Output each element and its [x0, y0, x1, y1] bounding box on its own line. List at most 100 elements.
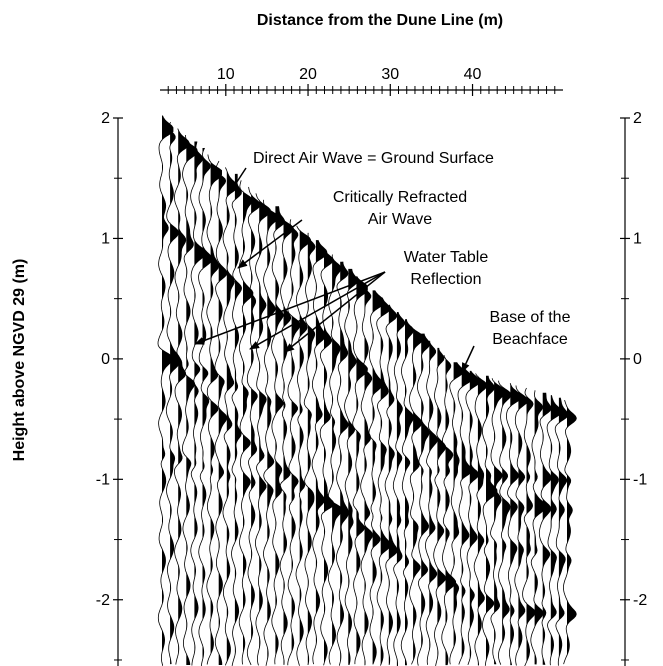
- annotation: Air Wave: [368, 211, 432, 228]
- trace-fill: [461, 368, 473, 665]
- trace: [311, 239, 328, 665]
- trace: [263, 199, 279, 666]
- trace: [457, 368, 474, 665]
- y-axis-label: Height above NGVD 29 (m): [11, 259, 28, 462]
- trace-fill: [259, 193, 271, 666]
- trace: [295, 225, 312, 666]
- arrow: [237, 219, 303, 269]
- trace-fill: [275, 206, 285, 665]
- trace: [190, 141, 206, 666]
- trace-fill: [486, 375, 497, 666]
- annotation-bg: [330, 189, 470, 206]
- trace: [441, 355, 457, 666]
- trace-fill: [510, 383, 522, 666]
- trace: [279, 212, 294, 665]
- x-tick-label: 20: [299, 66, 317, 83]
- trace-fill: [324, 247, 334, 666]
- trace: [335, 261, 349, 666]
- trace: [522, 387, 536, 666]
- trace: [327, 254, 343, 665]
- annotation: Water Table: [404, 249, 489, 266]
- trace: [254, 193, 271, 666]
- trace: [400, 319, 415, 666]
- annotation: Critically Refracted: [333, 189, 467, 206]
- trace: [449, 362, 464, 665]
- trace-fill: [218, 161, 227, 665]
- trace: [554, 397, 569, 666]
- y-tick-label: -1: [633, 471, 647, 488]
- trace-fill: [388, 304, 398, 665]
- y-tick-label: -2: [96, 592, 110, 609]
- trace-fill: [291, 219, 301, 666]
- trace: [165, 121, 181, 665]
- trace: [473, 373, 488, 666]
- trace: [506, 382, 522, 666]
- trace-fill: [526, 388, 536, 666]
- trace: [417, 333, 431, 666]
- x-tick-label: 30: [381, 66, 399, 83]
- trace: [303, 232, 316, 665]
- arrow: [194, 271, 386, 345]
- trace: [433, 347, 447, 666]
- annotation-bg: [408, 271, 484, 288]
- trace: [198, 147, 213, 666]
- trace-fill: [396, 312, 405, 666]
- annotation-bg: [487, 309, 573, 326]
- trace: [344, 268, 359, 665]
- trace: [352, 275, 368, 665]
- x-tick-label: 40: [464, 66, 482, 83]
- annotation: Reflection: [410, 271, 481, 288]
- trace: [157, 115, 174, 666]
- trace: [514, 385, 529, 666]
- trace-fill: [364, 283, 373, 666]
- y-tick-label: 0: [633, 351, 642, 368]
- annotation: Beachface: [492, 331, 568, 348]
- trace-fill: [332, 254, 343, 665]
- trace-fill: [502, 380, 512, 665]
- annotation: Direct Air Wave = Ground Surface: [253, 150, 494, 167]
- x-tick-label: 10: [217, 66, 235, 83]
- arrow: [284, 271, 386, 353]
- y-tick-label: 1: [633, 230, 642, 247]
- annotations: Direct Air Wave = Ground Surface Critical…: [251, 150, 573, 348]
- trace-fill: [567, 400, 577, 665]
- trace-fill: [307, 232, 316, 665]
- trace: [465, 370, 481, 666]
- trace-fill: [186, 135, 198, 665]
- trace-fill: [477, 373, 488, 666]
- trace-fill: [542, 392, 552, 665]
- trace-fill: [210, 154, 222, 665]
- trace: [368, 290, 384, 665]
- trace: [482, 375, 498, 666]
- traces: [157, 115, 577, 666]
- trace: [562, 399, 577, 665]
- trace: [530, 390, 547, 665]
- trace: [546, 395, 562, 666]
- trace-fill: [348, 268, 358, 665]
- trace-fill: [202, 148, 213, 666]
- trace-fill: [170, 122, 181, 665]
- trace-fill: [469, 370, 480, 665]
- trace: [206, 154, 222, 665]
- arrow: [249, 271, 386, 350]
- trace-fill: [437, 347, 446, 666]
- trace: [384, 304, 398, 665]
- y-tick-label: 2: [101, 110, 110, 127]
- y-tick-label: -2: [633, 592, 647, 609]
- trace: [498, 380, 512, 665]
- annotation-bg: [401, 249, 491, 266]
- y-tick-label: 0: [101, 351, 110, 368]
- y-tick-label: 1: [101, 230, 110, 247]
- trace: [538, 392, 552, 665]
- y-tick-label: -1: [96, 471, 110, 488]
- trace-fill: [283, 212, 294, 665]
- trace: [409, 326, 425, 665]
- trace: [425, 340, 439, 665]
- trace: [376, 297, 391, 666]
- trace: [231, 173, 243, 666]
- trace: [319, 247, 335, 666]
- arrow: [461, 345, 475, 373]
